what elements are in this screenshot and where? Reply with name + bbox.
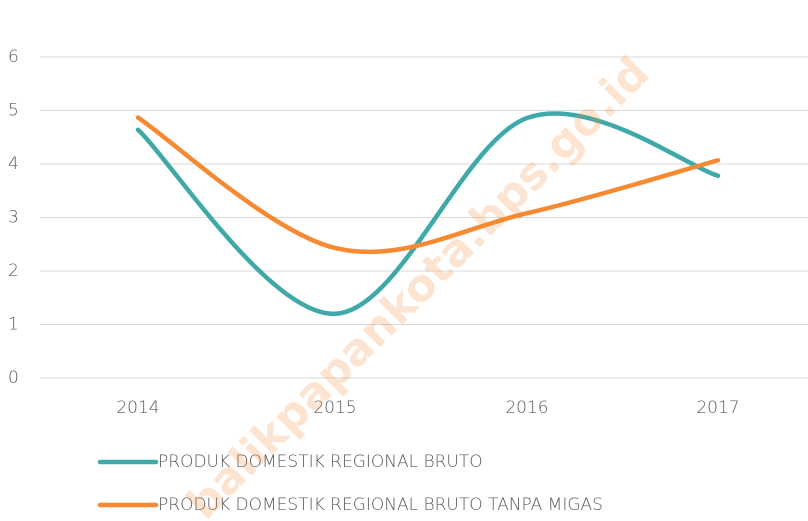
y-tick-label: 4 — [8, 154, 19, 174]
y-tick-label: 1 — [8, 315, 19, 335]
watermark: balikpapankota.bps.go.id — [177, 47, 659, 521]
x-tick-label: 2014 — [116, 398, 159, 418]
y-tick-label: 2 — [8, 261, 19, 281]
series-line — [135, 115, 721, 255]
legend-label: PRODUK DOMESTIK REGIONAL BRUTO — [158, 452, 483, 472]
y-tick-label: 6 — [8, 47, 19, 67]
y-tick-label: 0 — [8, 368, 19, 388]
x-tick-label: 2016 — [505, 398, 548, 418]
y-tick-label: 5 — [8, 101, 19, 121]
x-tick-label: 2017 — [696, 398, 739, 418]
legend-label: PRODUK DOMESTIK REGIONAL BRUTO TANPA MIG… — [158, 495, 603, 515]
y-tick-label: 3 — [8, 208, 19, 228]
x-tick-label: 2015 — [313, 398, 356, 418]
